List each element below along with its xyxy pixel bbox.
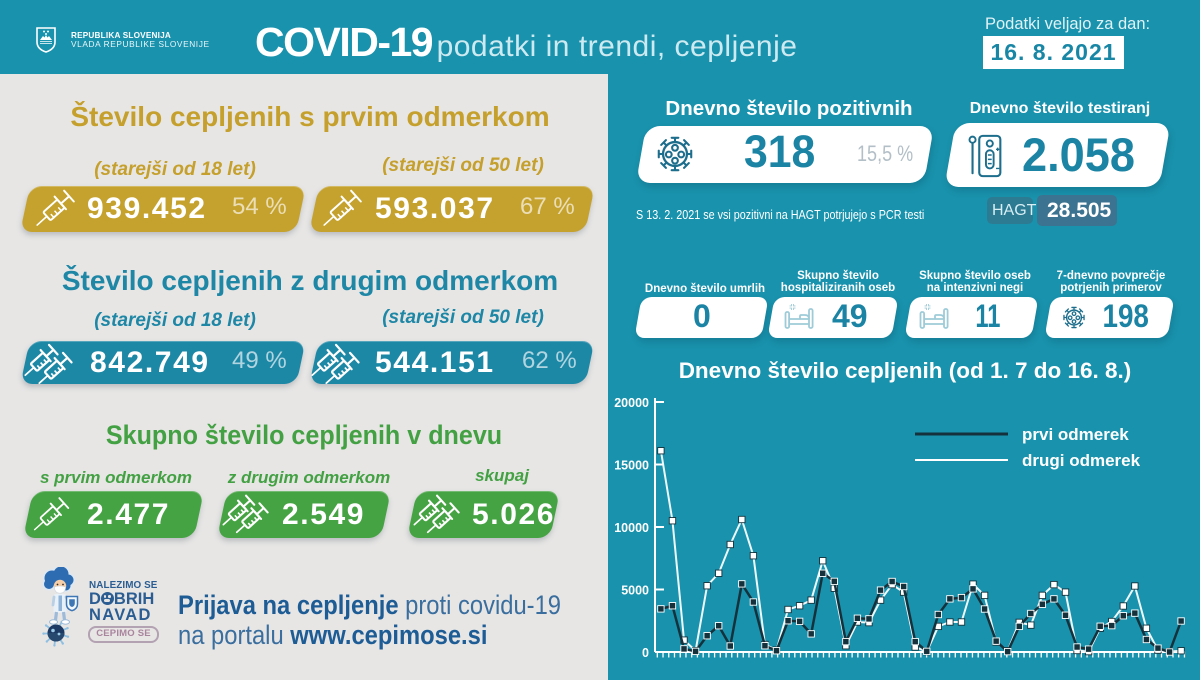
svg-text:5000: 5000 (621, 584, 649, 598)
svg-text:15000: 15000 (614, 459, 649, 473)
svg-text:20000: 20000 (614, 396, 649, 410)
svg-text:prvi odmerek: prvi odmerek (1022, 425, 1129, 444)
svg-text:0: 0 (642, 646, 649, 660)
svg-text:10000: 10000 (614, 521, 649, 535)
svg-text:drugi odmerek: drugi odmerek (1022, 451, 1141, 470)
